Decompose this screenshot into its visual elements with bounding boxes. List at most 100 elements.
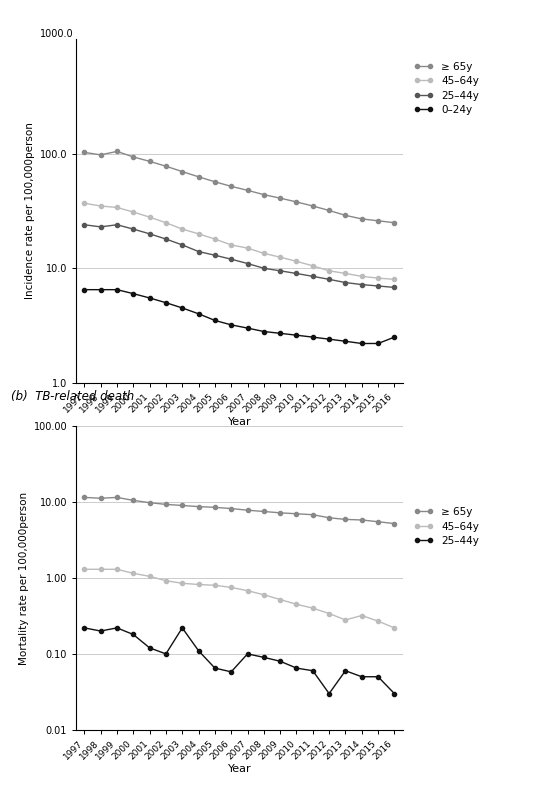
- 0–24y: [114, 285, 120, 294]
- 0–24y: [244, 323, 251, 333]
- 45–64y: [195, 580, 202, 589]
- 25–44y: [146, 229, 153, 238]
- ≥ 65y: [130, 495, 137, 505]
- ≥ 65y: [261, 190, 267, 200]
- 45–64y: [195, 229, 202, 238]
- ≥ 65y: [81, 492, 88, 502]
- 25–44y: [391, 689, 398, 698]
- 0–24y: [195, 309, 202, 319]
- ≥ 65y: [391, 519, 398, 529]
- 25–44y: [114, 623, 120, 633]
- ≥ 65y: [146, 156, 153, 166]
- 25–44y: [179, 623, 186, 633]
- 45–64y: [212, 234, 218, 244]
- 45–64y: [228, 240, 234, 249]
- ≥ 65y: [342, 211, 349, 220]
- ≥ 65y: [179, 166, 186, 176]
- 0–24y: [81, 285, 88, 294]
- 45–64y: [228, 583, 234, 593]
- 45–64y: [244, 586, 251, 596]
- 0–24y: [146, 294, 153, 303]
- 45–64y: [293, 256, 300, 266]
- 45–64y: [375, 616, 381, 626]
- ≥ 65y: [375, 216, 381, 226]
- 0–24y: [375, 338, 381, 348]
- 25–44y: [326, 275, 332, 284]
- ≥ 65y: [244, 506, 251, 515]
- Line: ≥ 65y: ≥ 65y: [82, 149, 397, 225]
- 25–44y: [81, 220, 88, 230]
- 0–24y: [261, 327, 267, 336]
- ≥ 65y: [81, 148, 88, 157]
- 45–64y: [179, 224, 186, 234]
- Text: (b)  TB-related death: (b) TB-related death: [11, 390, 134, 402]
- 25–44y: [212, 664, 218, 673]
- 25–44y: [293, 664, 300, 673]
- ≥ 65y: [310, 201, 316, 211]
- ≥ 65y: [261, 507, 267, 516]
- ≥ 65y: [326, 206, 332, 215]
- 25–44y: [130, 630, 137, 639]
- 0–24y: [358, 338, 365, 348]
- 25–44y: [81, 623, 88, 633]
- X-axis label: Year: Year: [227, 765, 251, 774]
- 0–24y: [228, 320, 234, 330]
- 45–64y: [114, 565, 120, 574]
- ≥ 65y: [326, 513, 332, 522]
- ≥ 65y: [277, 193, 283, 203]
- 45–64y: [326, 609, 332, 619]
- ≥ 65y: [391, 218, 398, 227]
- 45–64y: [163, 218, 169, 227]
- ≥ 65y: [228, 504, 234, 514]
- ≥ 65y: [163, 499, 169, 509]
- 25–44y: [310, 666, 316, 675]
- ≥ 65y: [293, 197, 300, 207]
- 45–64y: [163, 576, 169, 585]
- Line: 25–44y: 25–44y: [82, 222, 397, 290]
- 45–64y: [375, 273, 381, 282]
- 45–64y: [293, 600, 300, 609]
- 0–24y: [212, 316, 218, 325]
- Y-axis label: Mortality rate per 100,000person: Mortality rate per 100,000person: [20, 492, 29, 664]
- 25–44y: [244, 259, 251, 268]
- 45–64y: [146, 571, 153, 581]
- 45–64y: [261, 249, 267, 258]
- Legend: ≥ 65y, 45–64y, 25–44y: ≥ 65y, 45–64y, 25–44y: [415, 507, 479, 546]
- 45–64y: [391, 275, 398, 284]
- 0–24y: [310, 332, 316, 342]
- ≥ 65y: [114, 492, 120, 502]
- 45–64y: [97, 565, 104, 574]
- ≥ 65y: [342, 514, 349, 524]
- 0–24y: [293, 331, 300, 340]
- 25–44y: [228, 255, 234, 264]
- ≥ 65y: [358, 214, 365, 223]
- 25–44y: [97, 626, 104, 636]
- ≥ 65y: [212, 177, 218, 186]
- 45–64y: [179, 578, 186, 588]
- ≥ 65y: [179, 501, 186, 510]
- 25–44y: [326, 689, 332, 698]
- 45–64y: [114, 203, 120, 212]
- 25–44y: [261, 653, 267, 662]
- ≥ 65y: [97, 494, 104, 503]
- 45–64y: [358, 611, 365, 620]
- ≥ 65y: [310, 510, 316, 519]
- ≥ 65y: [244, 185, 251, 195]
- ≥ 65y: [358, 515, 365, 525]
- 25–44y: [244, 649, 251, 659]
- 0–24y: [179, 303, 186, 312]
- 25–44y: [195, 646, 202, 656]
- 0–24y: [163, 298, 169, 308]
- 25–44y: [114, 220, 120, 230]
- 45–64y: [310, 604, 316, 613]
- 25–44y: [163, 649, 169, 659]
- Line: 25–44y: 25–44y: [82, 626, 397, 696]
- 45–64y: [358, 271, 365, 281]
- ≥ 65y: [277, 508, 283, 518]
- 25–44y: [277, 656, 283, 666]
- 45–64y: [212, 581, 218, 590]
- 25–44y: [97, 222, 104, 232]
- ≥ 65y: [293, 509, 300, 518]
- ≥ 65y: [97, 150, 104, 159]
- ≥ 65y: [130, 152, 137, 162]
